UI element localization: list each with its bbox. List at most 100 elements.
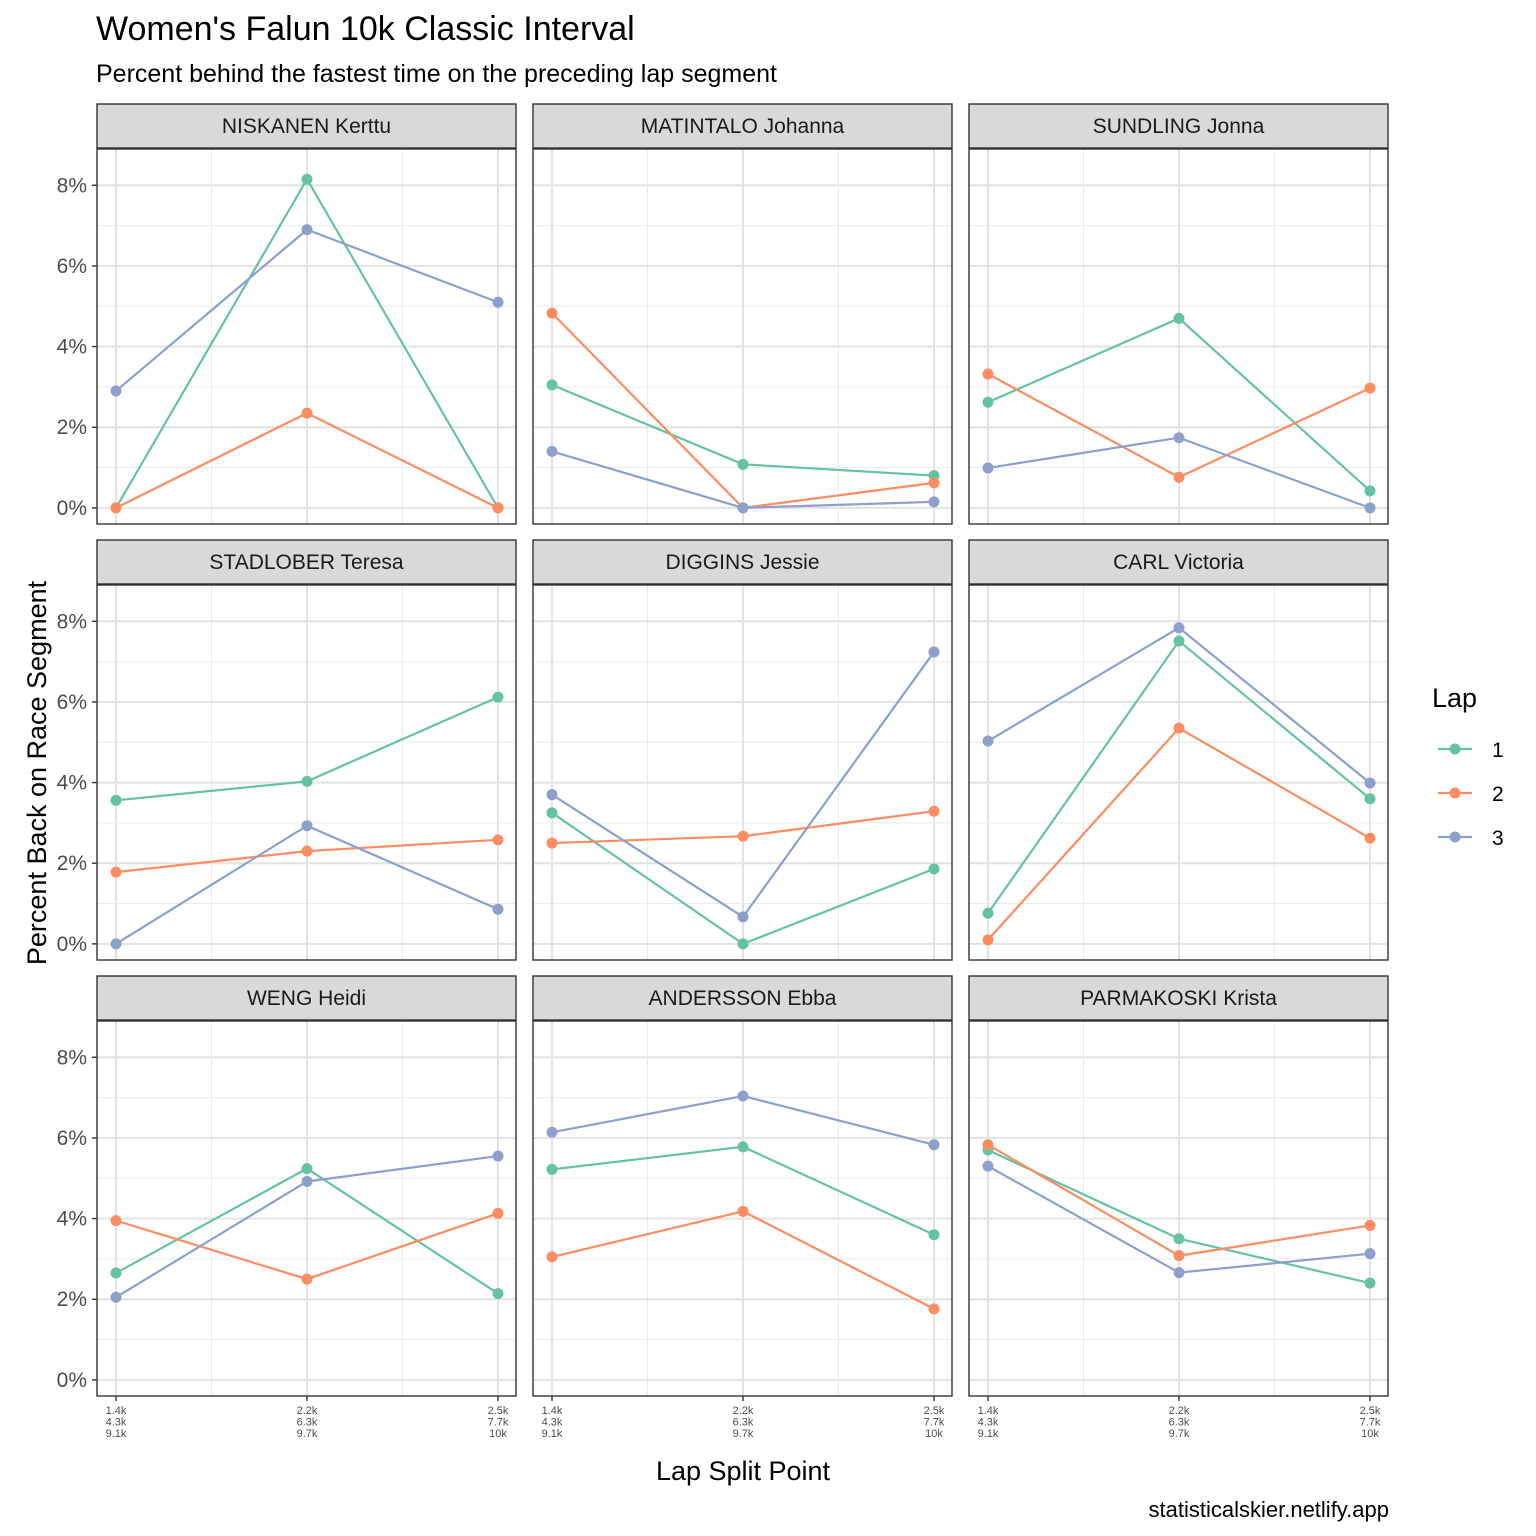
y-tick-label: 8%	[57, 610, 87, 633]
x-tick-label: 4.3k	[978, 1417, 999, 1429]
x-tick-label: 9.1k	[542, 1428, 563, 1440]
data-point-lap-3	[110, 1291, 122, 1303]
data-point-lap-1	[546, 379, 558, 391]
data-point-lap-1	[1173, 635, 1185, 647]
x-tick-label: 7.7k	[924, 1417, 945, 1429]
facet-strip	[968, 539, 1389, 585]
data-point-lap-3	[1364, 1248, 1376, 1260]
data-point-lap-3	[301, 1175, 313, 1187]
x-tick-label: 10k	[925, 1428, 943, 1440]
x-tick-label: 4.3k	[542, 1417, 563, 1429]
data-point-lap-3	[928, 1139, 940, 1151]
facet-title: SUNDLING Jonna	[1093, 115, 1265, 138]
y-tick-label: 6%	[57, 1127, 87, 1150]
data-point-lap-2	[982, 934, 994, 946]
x-tick-label: 7.7k	[1360, 1417, 1381, 1429]
data-point-lap-2	[1173, 1250, 1185, 1262]
facet-strip	[96, 103, 517, 149]
y-tick-label: 0%	[57, 1369, 87, 1392]
legend-key-point	[1449, 743, 1461, 755]
x-tick-label: 9.7k	[733, 1428, 754, 1440]
chart-subtitle: Percent behind the fastest time on the p…	[96, 60, 777, 88]
x-axis-title: Lap Split Point	[656, 1456, 831, 1486]
data-point-lap-1	[301, 1163, 313, 1175]
legend-label: 2	[1492, 783, 1504, 806]
data-point-lap-1	[492, 1288, 504, 1300]
x-tick-label: 1.4k	[106, 1405, 127, 1417]
facet-stadlober-teresa: STADLOBER Teresa 0% 2% 4% 6% 8%	[57, 539, 517, 961]
data-point-lap-2	[301, 407, 313, 419]
facet-strip	[96, 975, 517, 1021]
data-point-lap-1	[546, 807, 558, 819]
x-tick-label: 10k	[1361, 1428, 1379, 1440]
x-tick-label: 2.2k	[297, 1405, 318, 1417]
legend-key-point	[1449, 787, 1461, 799]
facet-diggins-jessie: DIGGINS Jessie	[532, 539, 953, 961]
data-point-lap-2	[546, 307, 558, 319]
x-tick-label: 2.2k	[733, 1405, 754, 1417]
data-point-lap-3	[982, 735, 994, 747]
data-point-lap-1	[1173, 312, 1185, 324]
data-point-lap-2	[982, 1139, 994, 1151]
y-tick-label: 0%	[57, 933, 87, 956]
x-tick-label: 2.2k	[1169, 1405, 1190, 1417]
data-point-lap-2	[1364, 382, 1376, 394]
facet-matintalo-johanna: MATINTALO Johanna	[532, 103, 953, 525]
facet-andersson-ebba: ANDERSSON Ebba 1.4k4.3k9.1k 2.2k6.3k9.7k 2.…	[532, 975, 953, 1440]
x-tick-label: 2.5k	[924, 1405, 945, 1417]
chart-title: Women's Falun 10k Classic Interval	[96, 10, 635, 48]
data-point-lap-1	[1364, 485, 1376, 497]
y-tick-label: 6%	[57, 255, 87, 278]
data-point-lap-2	[546, 837, 558, 849]
data-point-lap-2	[928, 1303, 940, 1315]
y-tick-label: 8%	[57, 1046, 87, 1069]
y-tick-label: 2%	[57, 416, 87, 439]
y-tick-label: 4%	[57, 772, 87, 795]
facet-strip	[532, 975, 953, 1021]
legend-label: 1	[1492, 739, 1504, 762]
data-point-lap-2	[492, 1207, 504, 1219]
y-tick-label: 4%	[57, 1208, 87, 1231]
data-point-lap-2	[301, 1273, 313, 1285]
data-point-lap-3	[928, 496, 940, 508]
x-tick-label: 1.4k	[542, 1405, 563, 1417]
facet-title: STADLOBER Teresa	[209, 551, 403, 574]
data-point-lap-3	[301, 820, 313, 832]
data-point-lap-2	[1364, 1219, 1376, 1231]
data-point-lap-3	[1364, 502, 1376, 514]
data-point-lap-1	[301, 173, 313, 185]
y-tick-label: 2%	[57, 1288, 87, 1311]
legend-title: Lap	[1432, 683, 1477, 713]
legend-entry-lap-2: 2	[1438, 783, 1504, 806]
y-tick-label: 0%	[57, 497, 87, 520]
data-point-lap-3	[492, 296, 504, 308]
legend-key-point	[1449, 831, 1461, 843]
data-point-lap-1	[1173, 1233, 1185, 1245]
facet-panels: NISKANEN Kerttu 0% 2% 4% 6% 8% MATINTALO Johan…	[57, 103, 1389, 1440]
facet-title: CARL Victoria	[1113, 551, 1244, 574]
facet-title: ANDERSSON Ebba	[649, 987, 837, 1010]
data-point-lap-3	[546, 1126, 558, 1138]
facet-strip	[968, 103, 1389, 149]
data-point-lap-2	[546, 1251, 558, 1263]
facet-niskanen-kerttu: NISKANEN Kerttu 0% 2% 4% 6% 8%	[57, 103, 517, 525]
data-point-lap-3	[110, 938, 122, 950]
data-point-lap-1	[546, 1163, 558, 1175]
x-tick-label: 9.1k	[106, 1428, 127, 1440]
legend-entry-lap-1: 1	[1438, 739, 1504, 762]
facet-carl-victoria: CARL Victoria	[968, 539, 1389, 961]
facet-title: NISKANEN Kerttu	[222, 115, 391, 138]
data-point-lap-3	[1364, 777, 1376, 789]
y-tick-label: 4%	[57, 336, 87, 359]
data-point-lap-2	[1173, 471, 1185, 483]
data-point-lap-3	[737, 911, 749, 923]
data-point-lap-2	[982, 368, 994, 380]
facet-title: MATINTALO Johanna	[641, 115, 845, 138]
data-point-lap-2	[301, 845, 313, 857]
panel-border	[532, 584, 953, 961]
x-tick-label: 6.3k	[733, 1417, 754, 1429]
legend-label: 3	[1492, 827, 1504, 850]
data-point-lap-3	[546, 789, 558, 801]
data-point-lap-1	[737, 458, 749, 470]
data-point-lap-1	[928, 1229, 940, 1241]
